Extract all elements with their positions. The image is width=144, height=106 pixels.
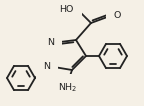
- Text: O: O: [114, 11, 121, 20]
- Text: HO: HO: [60, 6, 74, 15]
- Text: N: N: [43, 62, 51, 71]
- Text: NH$_2$: NH$_2$: [58, 82, 78, 94]
- Text: N: N: [48, 38, 54, 47]
